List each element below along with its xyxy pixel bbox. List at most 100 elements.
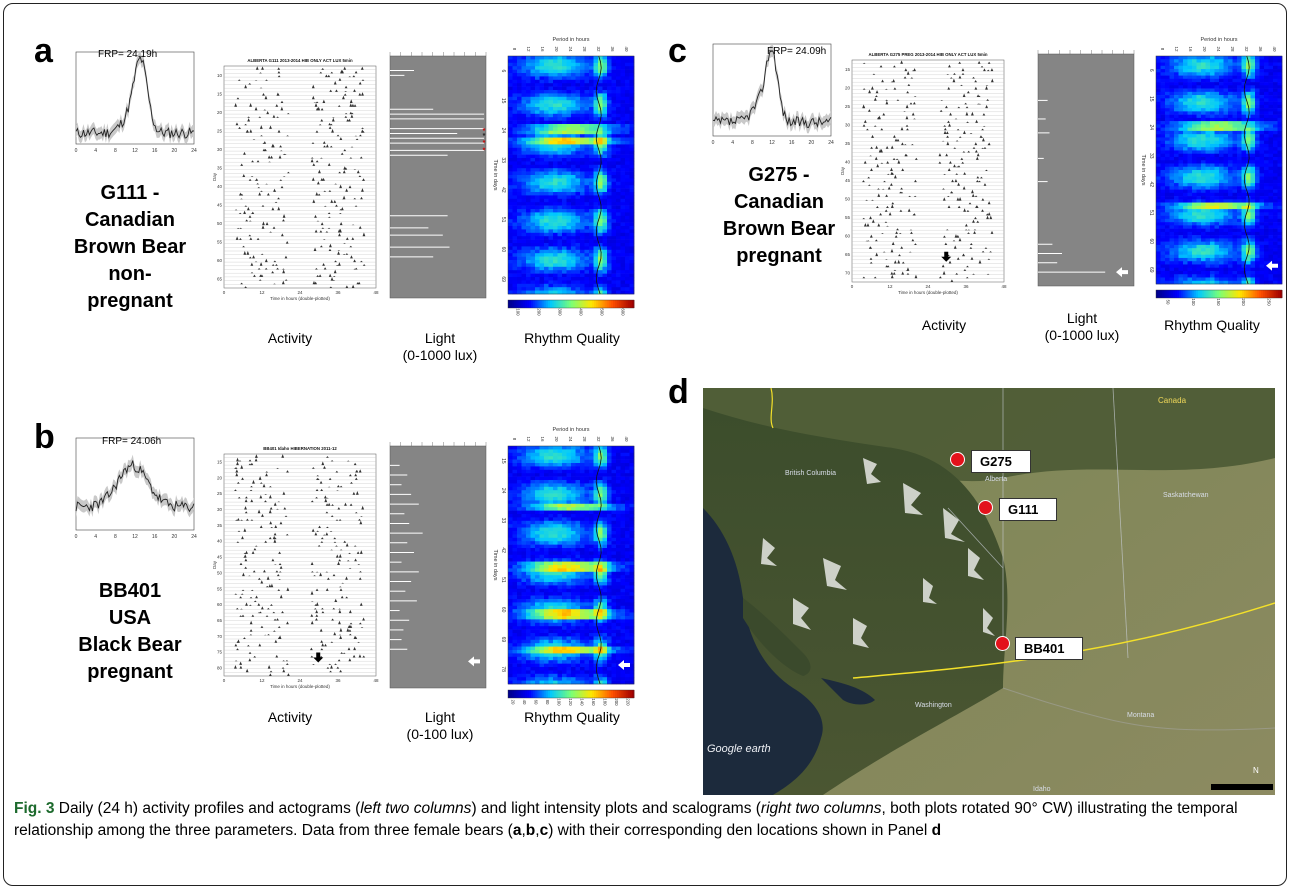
- actogram-xtick: 12: [259, 290, 265, 295]
- period-tick: 40: [624, 46, 629, 52]
- den-label-g111: G111: [999, 498, 1058, 521]
- actogram-ytick: 10: [217, 73, 223, 78]
- actogram-xtick: 36: [335, 678, 341, 683]
- period-tick: 24: [1216, 46, 1221, 52]
- actogram-xlabel: Time in hours (double-plotted): [270, 296, 330, 301]
- map-place-idaho: Idaho: [1033, 786, 1051, 793]
- actogram-xtick: 36: [963, 284, 969, 289]
- light-label-line: Light: [1066, 310, 1098, 326]
- actogram-ytick: 15: [845, 67, 851, 72]
- caption-italic: right two columns: [760, 800, 882, 817]
- colorbar-tick: 20: [511, 700, 516, 705]
- actogram-ytick: 20: [217, 110, 223, 115]
- scalogram-ytick: 15: [500, 98, 506, 104]
- scalogram-ytick: 42: [1148, 181, 1154, 187]
- light-svg: [389, 442, 487, 689]
- period-tick: 20: [554, 46, 559, 52]
- profile-tick-label: 24: [191, 148, 197, 154]
- actogram-ytick: 65: [217, 276, 223, 281]
- scalogram-ytick: 33: [500, 157, 506, 163]
- bear-label-line: Black Bear: [78, 634, 182, 656]
- actogram-xtick: 0: [223, 678, 226, 683]
- figure-frame: [3, 3, 1287, 886]
- actogram-ytick: 50: [845, 196, 851, 201]
- map-place-canada: Canada: [1158, 396, 1187, 405]
- period-tick: 8: [1160, 48, 1165, 51]
- actogram-title: ALBERTA G111 2013-2014 HIB ONLY ACT LUX …: [247, 58, 353, 63]
- colorbar-tick: 60: [534, 700, 539, 705]
- actogram-ytick: 25: [217, 128, 223, 133]
- actogram-ytick: 15: [217, 459, 223, 464]
- light-svg: ****: [389, 52, 487, 299]
- caption-bold: d: [931, 822, 942, 839]
- activity-label-c: Activity: [921, 317, 967, 333]
- actogram-ytick: 30: [217, 507, 223, 512]
- den-marker-g111: [978, 500, 993, 515]
- period-tick: 32: [596, 436, 601, 442]
- light-plot-c: [1036, 34, 1136, 288]
- profile-tick-label: 0: [75, 534, 78, 540]
- bear-label-line: USA: [108, 607, 152, 629]
- actogram-xtick: 24: [925, 284, 931, 289]
- light-svg: [1037, 50, 1135, 287]
- actogram-ytick: 65: [845, 252, 851, 257]
- scalogram-ytick: 24: [1148, 124, 1154, 130]
- activity-label-a: Activity: [267, 330, 313, 346]
- bear-label-line: BB401: [98, 580, 162, 602]
- colorbar-tick: 500: [600, 308, 605, 316]
- colorbar-tick: 40: [522, 700, 527, 705]
- den-label-bb401: BB401: [1015, 637, 1084, 660]
- actogram-xtick: 24: [297, 678, 303, 683]
- period-tick: 28: [582, 46, 587, 52]
- actogram-ytick: 80: [217, 666, 223, 671]
- den-label-g275: G275: [971, 450, 1031, 473]
- actogram-xtick: 36: [335, 290, 341, 295]
- scalogram-ytick: 69: [1148, 267, 1154, 273]
- scalogram-ytick: 51: [500, 577, 506, 583]
- actogram-title: BB401 Idaho HIBERNATION 2011-12: [263, 446, 337, 451]
- colorbar-tick: 140: [579, 698, 584, 706]
- panel-letter-b: b: [34, 418, 55, 456]
- actogram-ytick: 45: [217, 555, 223, 560]
- period-tick: 24: [568, 436, 573, 442]
- caption-text: ) and light intensity plots and scalogra…: [471, 800, 761, 817]
- caption-text: , both plots rotated 90° CW) illustratin…: [14, 800, 1238, 839]
- period-tick: 36: [610, 436, 615, 442]
- period-tick: 28: [582, 436, 587, 442]
- scalogram-ytick: 6: [500, 69, 506, 72]
- frp-label-a: FRP= 24.19h: [98, 49, 158, 60]
- scalogram-ytick: 42: [500, 547, 506, 553]
- scalogram-ytick: 60: [1148, 238, 1154, 244]
- asterisk-marker: *: [483, 128, 486, 135]
- map-place-saskatchewan: Saskatchewan: [1163, 492, 1209, 499]
- google-earth-logo: Google earth: [707, 743, 771, 755]
- caption-fig-number: Fig. 3: [14, 800, 55, 817]
- colorbar-tick: 180: [602, 698, 607, 706]
- scalogram-ytick: 69: [500, 637, 506, 643]
- actogram-ytick: 35: [217, 165, 223, 170]
- profile-tick-label: 4: [94, 148, 97, 154]
- light-label-a: Light (0-1000 lux): [384, 330, 496, 364]
- actogram-c: ALBERTA G275 PREG 2013-2014 HIB ONLY ACT…: [840, 50, 1010, 300]
- scalogram-ytick: 15: [500, 458, 506, 464]
- colorbar-tick: 600: [621, 308, 626, 316]
- bear-label-c: G275 - Canadian Brown Bear pregnant: [705, 162, 853, 270]
- north-arrow-icon: N: [1253, 766, 1259, 775]
- actogram-xtick: 0: [223, 290, 226, 295]
- bear-label-line: Brown Bear: [722, 218, 836, 240]
- scalogram-title: Period in hours: [1201, 37, 1238, 43]
- bear-label-line: non-: [108, 263, 152, 285]
- bear-label-line: pregnant: [736, 245, 822, 267]
- actogram-ytick: 40: [845, 159, 851, 164]
- profile-tick-label: 4: [94, 534, 97, 540]
- profile-tick-label: 20: [172, 534, 178, 540]
- profile-svg: 0 4 8 12 16 20 24: [75, 50, 197, 154]
- white-arrow-icon: [468, 656, 480, 667]
- caption-text: ,: [521, 822, 526, 839]
- caption-bold: b: [525, 822, 536, 839]
- period-tick: 24: [568, 46, 573, 52]
- actogram-xtick: 48: [373, 678, 379, 683]
- actogram-ytick: 75: [217, 650, 223, 655]
- actogram-ytick: 20: [845, 85, 851, 90]
- actogram-ytick: 40: [217, 539, 223, 544]
